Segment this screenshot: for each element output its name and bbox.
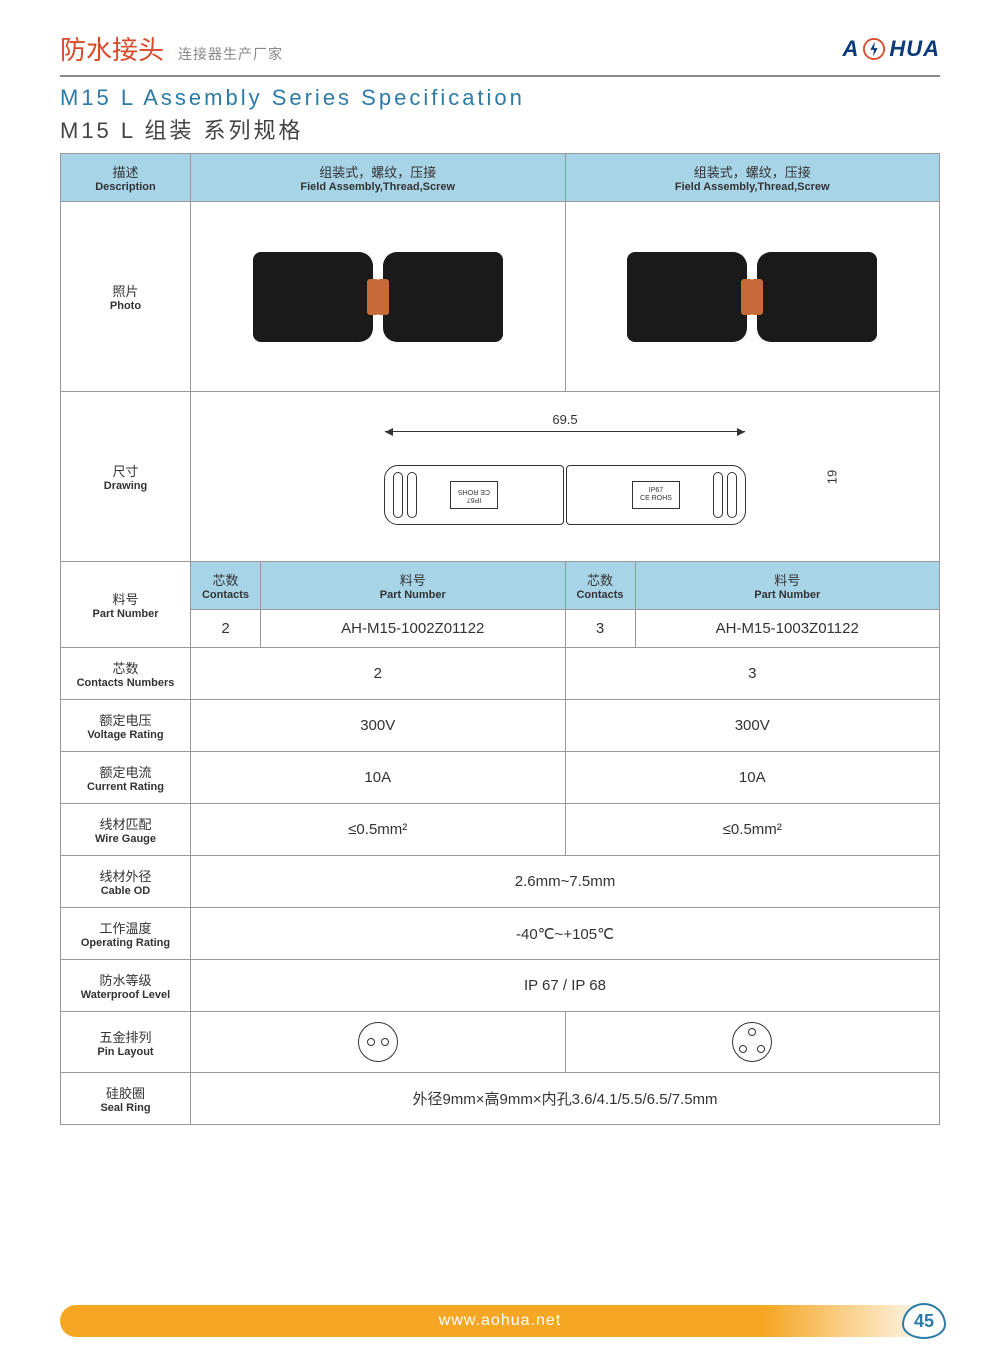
cell-pn-b: AH-M15-1003Z01122 — [635, 610, 940, 648]
photo-cell-b — [565, 202, 940, 392]
cell-volt-b: 300V — [565, 700, 940, 752]
page-number: 45 — [902, 1303, 946, 1339]
th-variant-b: 组装式，螺纹，压接 Field Assembly,Thread,Screw — [565, 154, 940, 202]
th-sub-pn-b: 料号 Part Number — [635, 562, 940, 610]
connector-photo-icon — [383, 252, 503, 342]
row-label-voltage: 额定电压 Voltage Rating — [61, 700, 191, 752]
row-label-contacts-numbers: 芯数 Contacts Numbers — [61, 648, 191, 700]
cell-curr-b: 10A — [565, 752, 940, 804]
footer-url: www.aohua.net — [439, 1312, 561, 1330]
th-description: 描述 Description — [61, 154, 191, 202]
row-label-pin-layout: 五金排列 Pin Layout — [61, 1012, 191, 1073]
row-label-partnumber: 料号 Part Number — [61, 562, 191, 648]
header-rule — [60, 75, 940, 77]
cell-temp: -40℃~+105℃ — [191, 908, 940, 960]
row-label-current: 额定电流 Current Rating — [61, 752, 191, 804]
spec-table: 描述 Description 组装式，螺纹，压接 Field Assembly,… — [60, 153, 940, 1125]
th-variant-a: 组装式，螺纹，压接 Field Assembly,Thread,Screw — [191, 154, 566, 202]
header-title-zh: 防水接头 — [60, 30, 164, 67]
logo-text-hua: HUA — [889, 36, 940, 62]
header-subtitle: 连接器生产厂家 — [178, 44, 283, 64]
pin-layout-2-icon — [358, 1022, 398, 1062]
row-label-wire-gauge: 线材匹配 Wire Gauge — [61, 804, 191, 856]
dimension-length: 69.5 — [385, 412, 745, 427]
row-label-waterproof: 防水等级 Waterproof Level — [61, 960, 191, 1012]
pin-layout-3-icon — [732, 1022, 772, 1062]
row-label-cable-od: 线材外径 Cable OD — [61, 856, 191, 908]
cell-cn-a: 2 — [191, 648, 566, 700]
cell-curr-a: 10A — [191, 752, 566, 804]
title-en: M15 L Assembly Series Specification — [60, 85, 940, 111]
row-label-temp: 工作温度 Operating Rating — [61, 908, 191, 960]
connector-photo-icon — [757, 252, 877, 342]
row-label-seal-ring: 硅胶圈 Seal Ring — [61, 1073, 191, 1125]
cell-contacts-a: 2 — [191, 610, 261, 648]
logo-text-a: A — [842, 36, 859, 62]
dimension-height: 19 — [824, 469, 839, 483]
cell-pn-a: AH-M15-1002Z01122 — [261, 610, 566, 648]
page-header: 防水接头 连接器生产厂家 A HUA — [60, 30, 940, 67]
lightning-icon — [863, 38, 885, 60]
cell-seal: 外径9mm×高9mm×内孔3.6/4.1/5.5/6.5/7.5mm — [191, 1073, 940, 1125]
th-sub-contacts-a: 芯数 Contacts — [191, 562, 261, 610]
brand-logo: A HUA — [842, 36, 940, 62]
title-zh: M15 L 组装 系列规格 — [60, 113, 940, 145]
cell-volt-a: 300V — [191, 700, 566, 752]
th-sub-pn-a: 料号 Part Number — [261, 562, 566, 610]
cell-wp: IP 67 / IP 68 — [191, 960, 940, 1012]
drawing-cell: 69.5 IP67 CE ROHS IP67 — [191, 392, 940, 562]
cell-cable: 2.6mm~7.5mm — [191, 856, 940, 908]
cell-wire-a: ≤0.5mm² — [191, 804, 566, 856]
row-label-drawing: 尺寸 Drawing — [61, 392, 191, 562]
cell-cn-b: 3 — [565, 648, 940, 700]
cell-wire-b: ≤0.5mm² — [565, 804, 940, 856]
cell-pin-b — [565, 1012, 940, 1073]
page-footer: www.aohua.net 45 — [0, 1305, 1000, 1337]
photo-cell-a — [191, 202, 566, 392]
row-label-photo: 照片 Photo — [61, 202, 191, 392]
connector-photo-icon — [253, 252, 373, 342]
th-sub-contacts-b: 芯数 Contacts — [565, 562, 635, 610]
connector-photo-icon — [627, 252, 747, 342]
cell-pin-a — [191, 1012, 566, 1073]
dimension-line-icon — [385, 431, 745, 432]
cell-contacts-b: 3 — [565, 610, 635, 648]
